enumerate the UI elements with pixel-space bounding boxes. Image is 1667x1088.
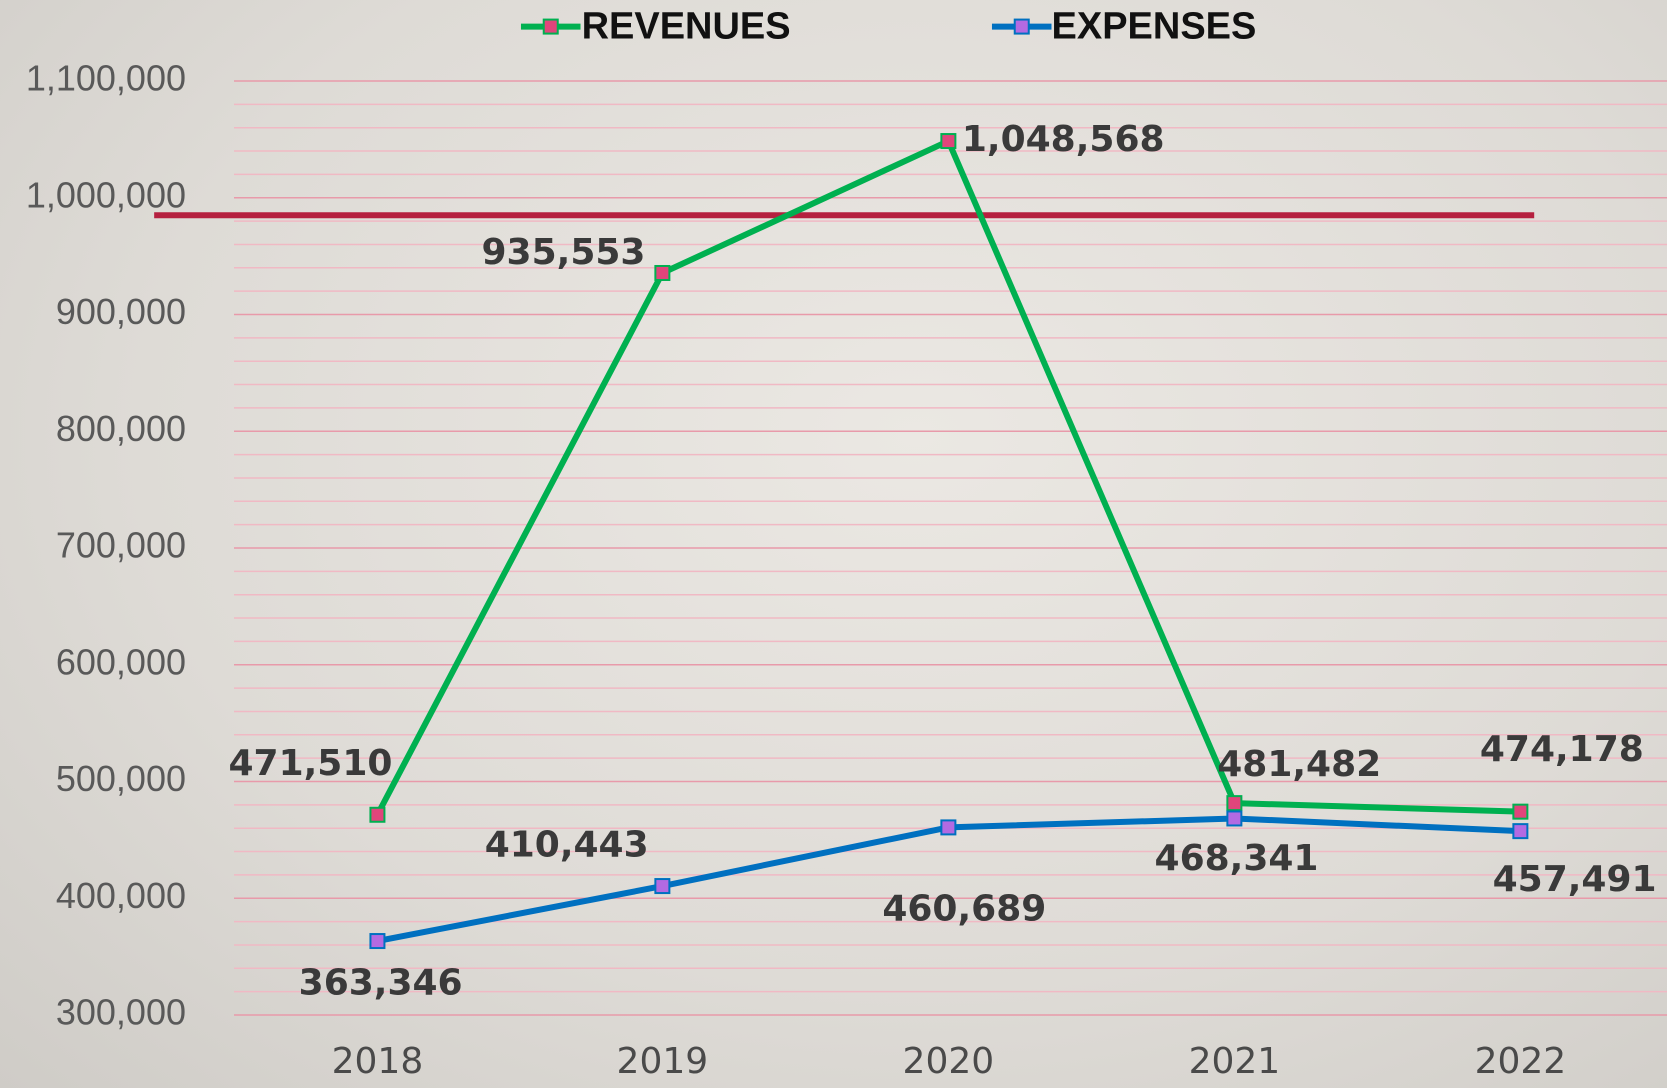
marker xyxy=(369,806,386,823)
legend-marker xyxy=(1013,18,1030,35)
x-tick-label: 2022 xyxy=(1475,1041,1567,1082)
y-tick-label: 600,000 xyxy=(56,641,186,682)
data-label: 1,048,568 xyxy=(962,119,1165,160)
data-label: 457,491 xyxy=(1493,859,1657,900)
data-label: 363,346 xyxy=(299,963,463,1004)
marker xyxy=(654,264,671,281)
y-tick-label: 300,000 xyxy=(56,992,186,1033)
y-tick-label: 500,000 xyxy=(56,758,186,799)
y-tick-label: 1,000,000 xyxy=(26,174,186,215)
y-tick-label: 400,000 xyxy=(56,875,186,916)
marker xyxy=(654,878,671,895)
marker xyxy=(1512,803,1529,820)
y-tick-label: 1,100,000 xyxy=(26,58,186,99)
legend-label: EXPENSES xyxy=(1052,6,1257,48)
data-label: 460,689 xyxy=(882,888,1046,929)
marker xyxy=(1226,795,1243,812)
y-tick-label: 800,000 xyxy=(56,408,186,449)
x-tick-label: 2021 xyxy=(1189,1041,1281,1082)
legend-marker xyxy=(542,18,559,35)
x-tick-label: 2018 xyxy=(332,1041,424,1082)
marker xyxy=(369,933,386,950)
data-label: 935,553 xyxy=(482,232,646,273)
y-tick-label: 900,000 xyxy=(56,291,186,332)
x-tick-label: 2019 xyxy=(617,1041,709,1082)
marker xyxy=(1512,823,1529,840)
marker xyxy=(940,133,957,150)
data-label: 481,482 xyxy=(1217,744,1381,785)
y-tick-label: 700,000 xyxy=(56,525,186,566)
data-label: 410,443 xyxy=(485,825,649,866)
marker xyxy=(1226,810,1243,827)
data-label: 468,341 xyxy=(1155,838,1319,879)
x-tick-label: 2020 xyxy=(903,1041,995,1082)
marker xyxy=(940,819,957,836)
legend-label: REVENUES xyxy=(582,6,791,48)
data-label: 474,178 xyxy=(1480,729,1644,770)
data-label: 471,510 xyxy=(228,743,392,784)
